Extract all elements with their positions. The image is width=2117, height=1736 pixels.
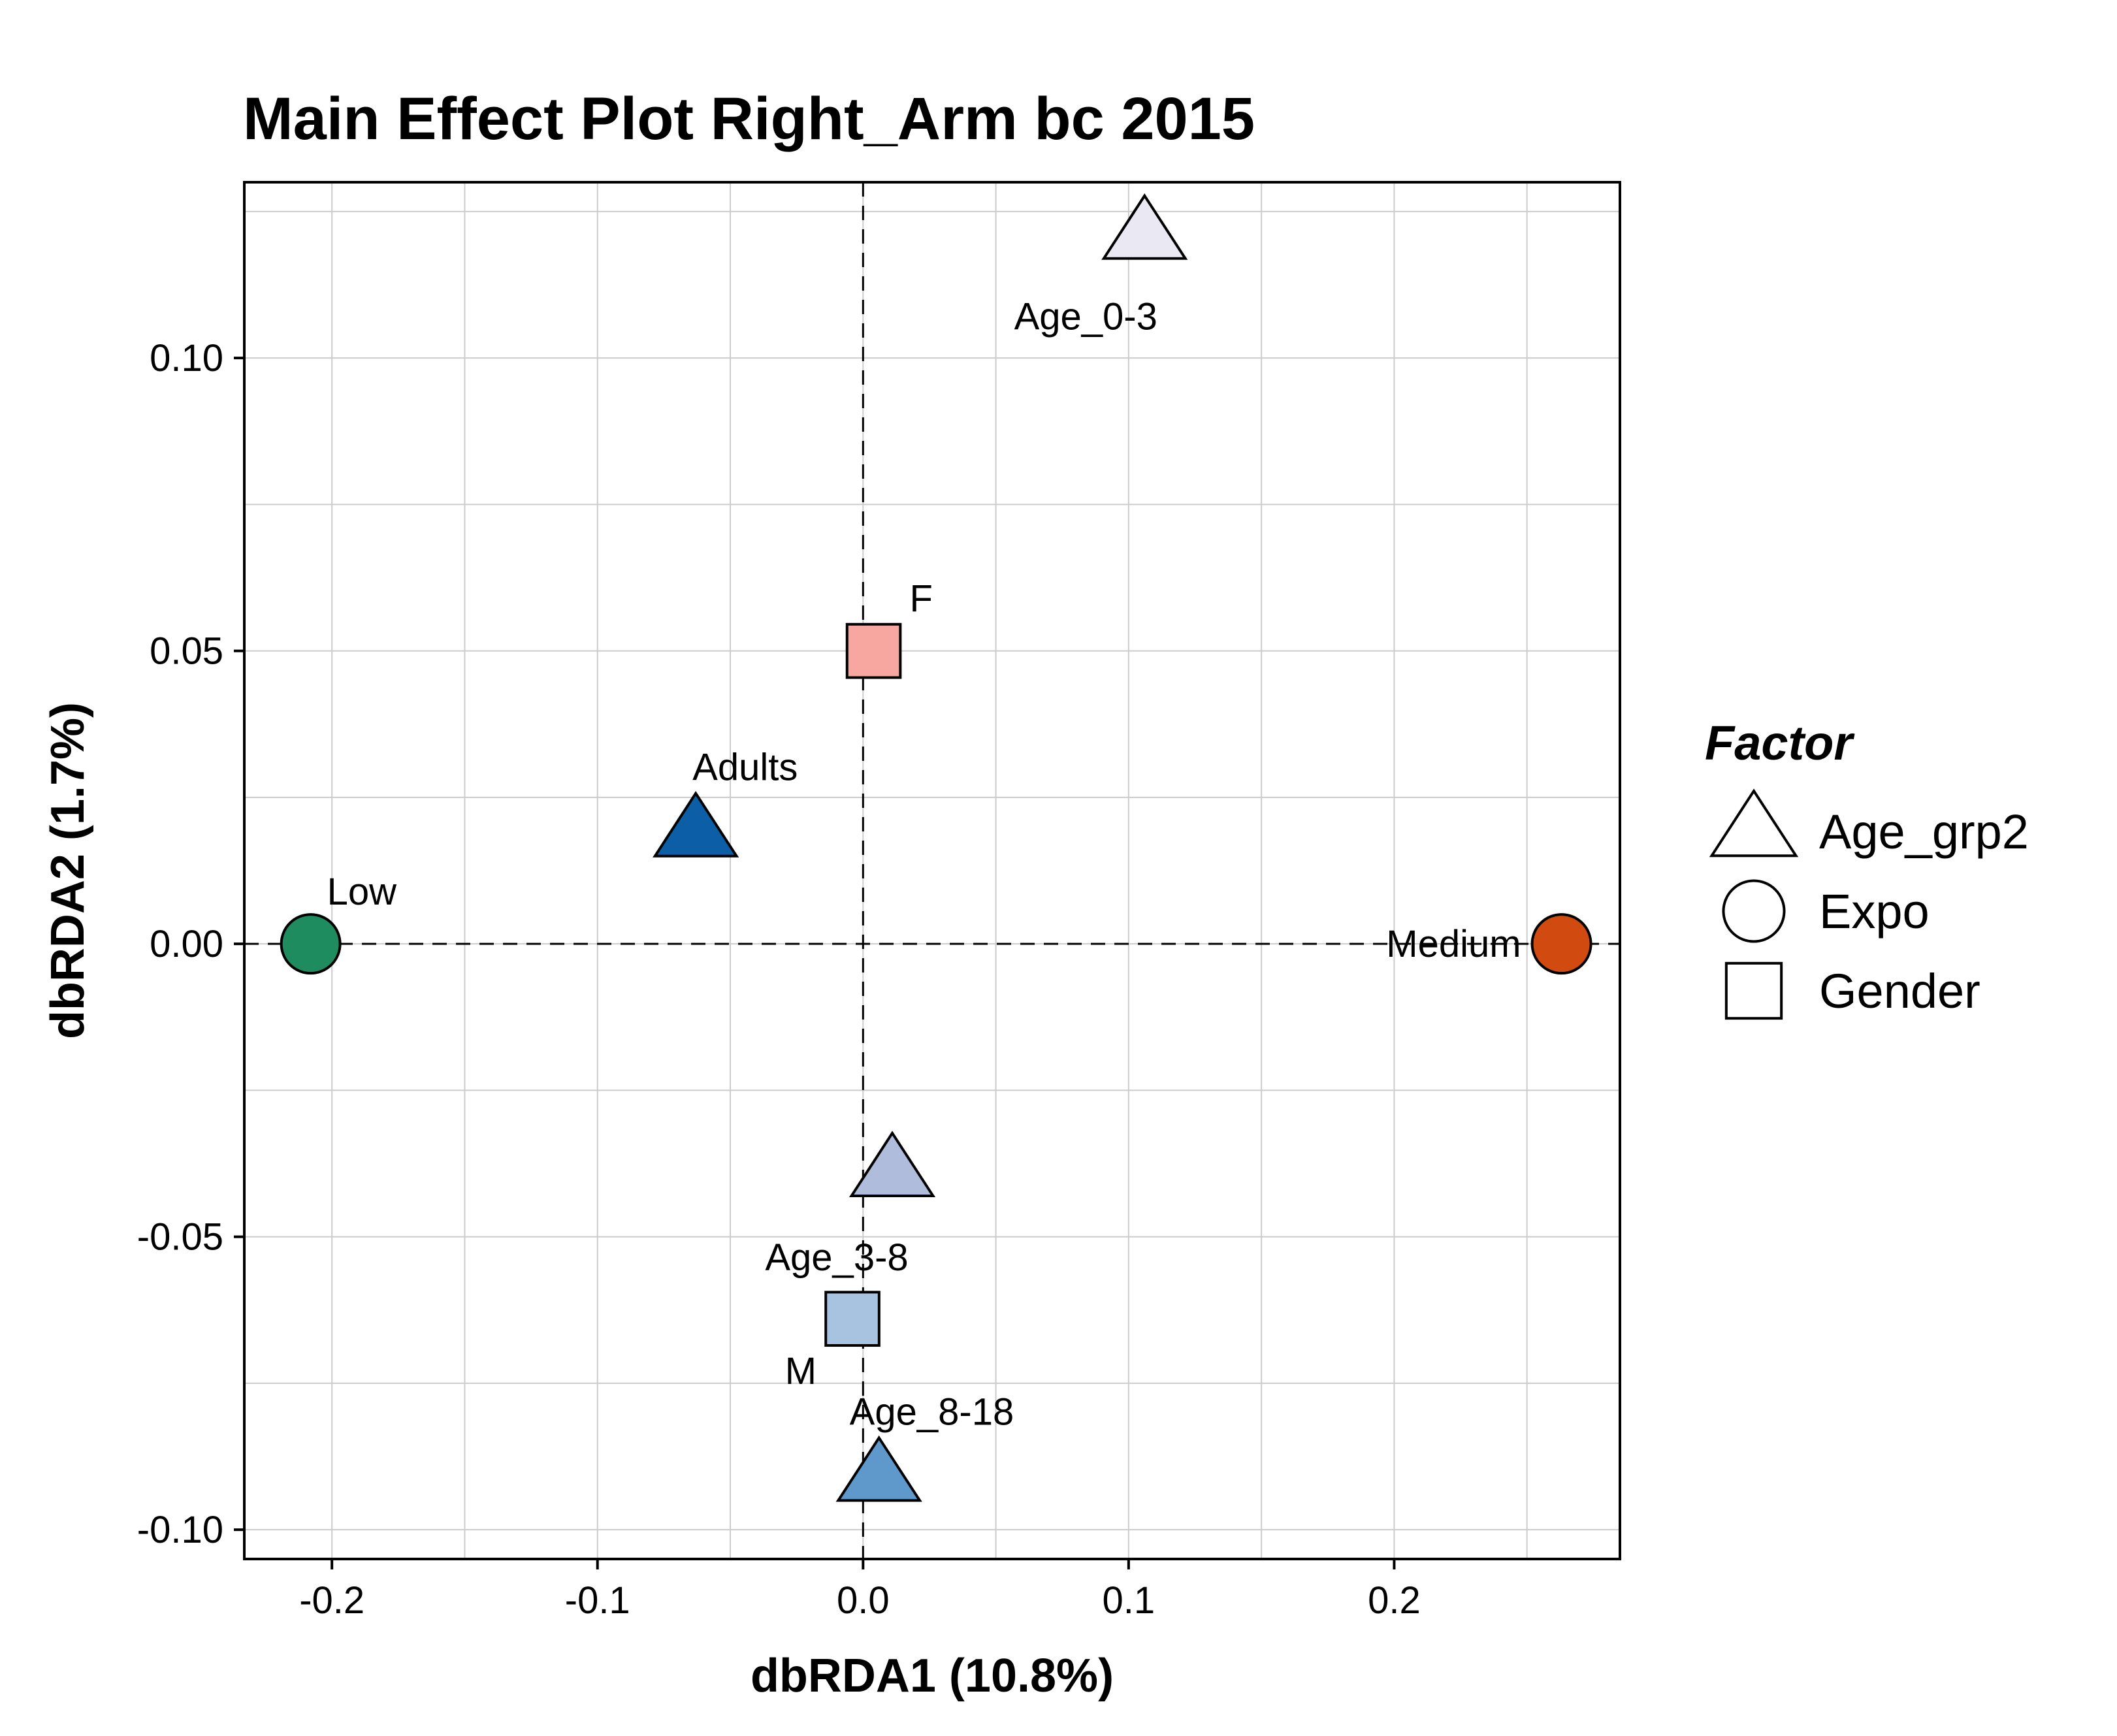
y-tick-label: 0.05 — [150, 630, 223, 673]
point-label: Low — [327, 871, 398, 913]
reference-lines — [244, 182, 1620, 1559]
legend: Factor Age_grp2 Expo Gender — [1705, 716, 2029, 1020]
y-axis-title: dbRDA2 (1.7%) — [42, 702, 94, 1039]
y-tick-label: -0.10 — [137, 1509, 223, 1551]
point-adults — [653, 791, 739, 858]
point-label: Medium — [1386, 923, 1521, 965]
chart-title: Main Effect Plot Right_Arm bc 2015 — [243, 86, 1255, 152]
data-points — [280, 193, 1592, 1502]
x-tick-label: -0.2 — [299, 1579, 364, 1622]
point-age-0-3 — [1101, 193, 1188, 260]
x-tick-label: 0.1 — [1103, 1579, 1155, 1622]
y-tick-label: 0.00 — [150, 923, 223, 965]
point-label: Adults — [692, 747, 798, 789]
legend-entry: Age_grp2 — [1709, 788, 2029, 859]
point-age-3-8 — [848, 1131, 936, 1197]
legend-title: Factor — [1705, 716, 1855, 770]
legend-triangle-icon — [1709, 788, 1799, 858]
point-label: Age_8-18 — [850, 1390, 1014, 1433]
x-tick-label: 0.0 — [837, 1579, 890, 1622]
point-label: M — [785, 1350, 816, 1392]
x-tick-label: 0.2 — [1368, 1579, 1421, 1622]
point-f — [845, 622, 902, 679]
point-label: F — [910, 578, 933, 620]
y-tick-label: -0.05 — [137, 1216, 223, 1259]
plot-panel — [243, 181, 1621, 1560]
point-label: Age_0-3 — [1014, 296, 1157, 338]
legend-square-icon — [1724, 961, 1783, 1020]
legend-label: Gender — [1819, 964, 1980, 1018]
x-axis-title: dbRDA1 (10.8%) — [751, 1650, 1114, 1702]
point-labels: Age_0-3 F Adults Low Medium Age_3-8 M Age_8-18 — [327, 296, 1521, 1434]
point-low — [280, 913, 342, 975]
axis-ticks: -0.2 -0.1 0.0 0.1 0.2 -0.10 -0.05 0.00 0.05 0.10 — [137, 337, 1421, 1622]
y-tick-label: 0.10 — [150, 337, 223, 379]
x-tick-label: -0.1 — [565, 1579, 630, 1622]
point-label: Age_3-8 — [765, 1236, 908, 1279]
point-age-8-18 — [835, 1435, 922, 1502]
point-m — [824, 1291, 881, 1347]
legend-label: Age_grp2 — [1819, 805, 2029, 859]
grid-lines — [244, 182, 1620, 1559]
point-medium — [1530, 913, 1592, 975]
legend-label: Expo — [1819, 884, 1930, 939]
legend-circle-icon — [1722, 879, 1786, 943]
legend-entry: Gender — [1724, 961, 1980, 1020]
legend-entry: Expo — [1722, 879, 1930, 943]
